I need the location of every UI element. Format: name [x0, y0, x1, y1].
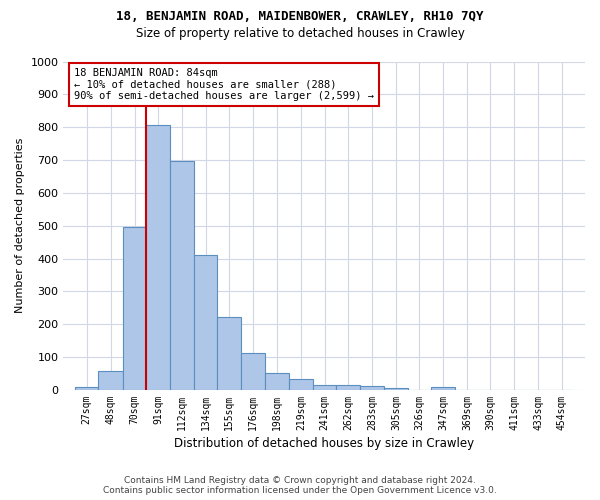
Bar — [217, 318, 241, 390]
Bar — [194, 256, 217, 390]
Bar — [289, 379, 313, 390]
Bar — [75, 388, 98, 390]
Text: Contains HM Land Registry data © Crown copyright and database right 2024.
Contai: Contains HM Land Registry data © Crown c… — [103, 476, 497, 495]
Text: Size of property relative to detached houses in Crawley: Size of property relative to detached ho… — [136, 28, 464, 40]
Bar — [241, 353, 265, 390]
Y-axis label: Number of detached properties: Number of detached properties — [15, 138, 25, 314]
Bar — [98, 371, 123, 390]
Bar — [431, 387, 455, 390]
Bar — [360, 386, 384, 390]
Bar — [313, 384, 337, 390]
Text: 18 BENJAMIN ROAD: 84sqm
← 10% of detached houses are smaller (288)
90% of semi-d: 18 BENJAMIN ROAD: 84sqm ← 10% of detache… — [74, 68, 374, 102]
Bar — [384, 388, 407, 390]
Bar — [265, 373, 289, 390]
X-axis label: Distribution of detached houses by size in Crawley: Distribution of detached houses by size … — [174, 437, 474, 450]
Bar — [337, 386, 360, 390]
Bar — [123, 226, 146, 390]
Bar — [170, 161, 194, 390]
Bar — [146, 124, 170, 390]
Text: 18, BENJAMIN ROAD, MAIDENBOWER, CRAWLEY, RH10 7QY: 18, BENJAMIN ROAD, MAIDENBOWER, CRAWLEY,… — [116, 10, 484, 23]
